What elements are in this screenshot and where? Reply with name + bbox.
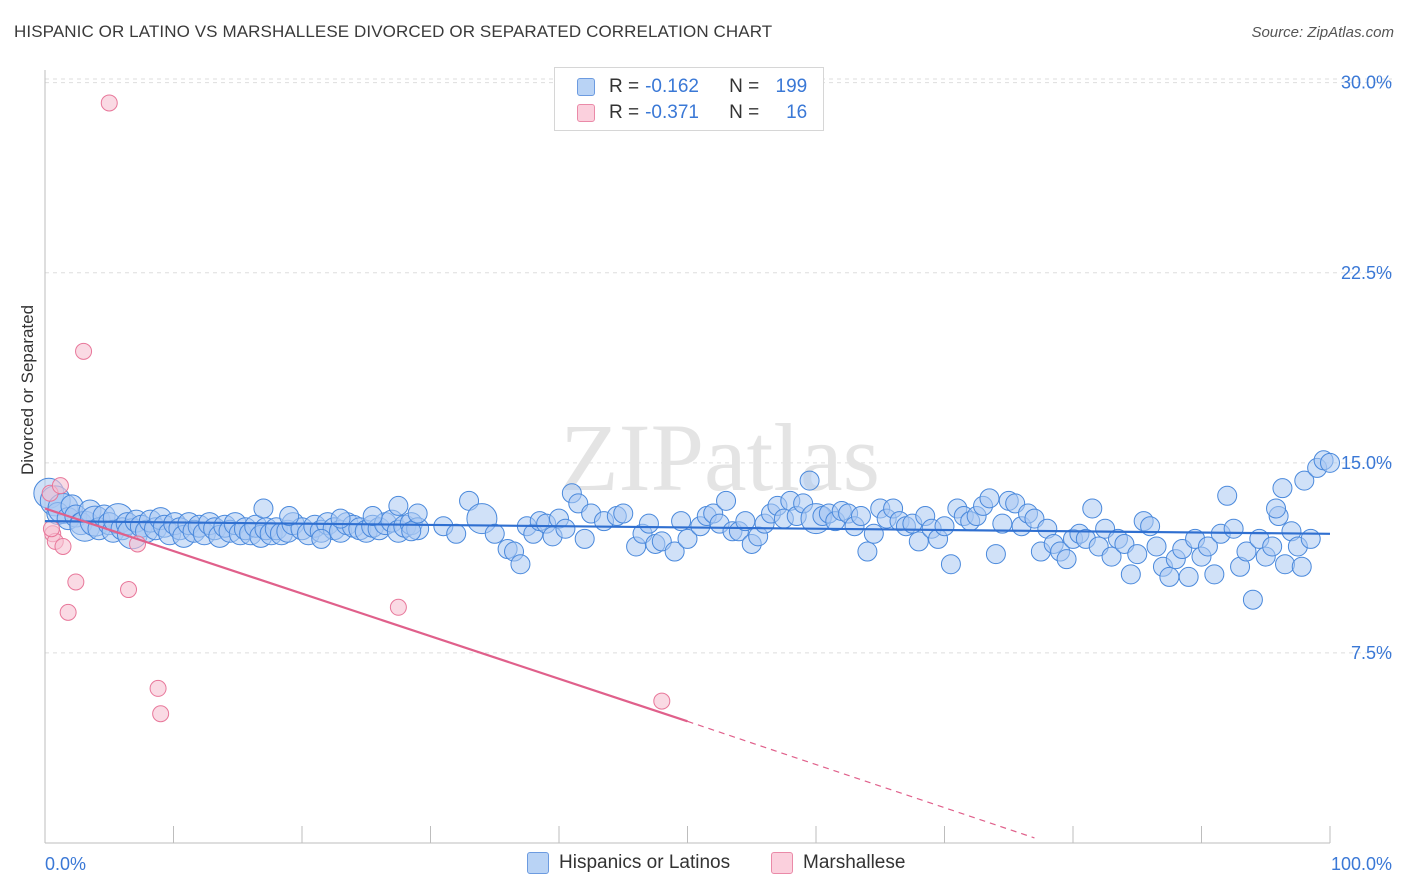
- scatter-point-hispanic: [863, 523, 884, 544]
- scatter-point-hispanic: [484, 523, 505, 544]
- scatter-point-hispanic: [638, 513, 659, 534]
- trend-line-marshallese: [44, 507, 688, 723]
- legend-r-value: -0.162: [645, 76, 699, 97]
- correlation-legend: R = -0.162 N = 199 R = -0.371 N = 16: [554, 67, 824, 131]
- scatter-point-hispanic: [1101, 546, 1122, 567]
- legend-r-label: R =: [609, 76, 640, 97]
- scatter-point-hispanic: [850, 506, 871, 527]
- scatter-point-marshallese: [42, 520, 60, 538]
- scatter-point-marshallese: [120, 581, 138, 599]
- y-tick-label: 7.5%: [1351, 643, 1392, 663]
- scatter-point-hispanic: [1294, 470, 1315, 491]
- scatter-point-hispanic: [1178, 566, 1199, 587]
- scatter-point-hispanic: [1204, 564, 1225, 585]
- legend-item-marshallese[interactable]: Marshallese: [771, 852, 905, 874]
- legend-n-label: N =: [729, 76, 760, 97]
- scatter-point-hispanic: [279, 506, 300, 527]
- y-tick-label: 22.5%: [1341, 263, 1392, 283]
- scatter-point-hispanic: [555, 518, 576, 539]
- scatter-point-hispanic: [253, 498, 274, 519]
- scatter-point-marshallese: [152, 705, 170, 723]
- legend-label-marshallese: Marshallese: [803, 852, 906, 873]
- scatter-point-hispanic: [985, 544, 1006, 565]
- scatter-point-hispanic: [671, 511, 692, 532]
- scatter-point-hispanic: [1266, 498, 1287, 519]
- scatter-point-hispanic: [362, 506, 383, 527]
- legend-r-value: -0.371: [645, 102, 699, 123]
- scatter-point-hispanic: [1236, 541, 1257, 562]
- scatter-point-hispanic: [979, 488, 1000, 509]
- scatter-point-hispanic: [1217, 485, 1238, 506]
- scatter-point-hispanic: [1262, 536, 1283, 557]
- scatter-point-hispanic: [407, 503, 428, 524]
- legend-item-hispanic[interactable]: Hispanics or Latinos: [527, 852, 730, 874]
- legend-swatch-pink: [771, 852, 793, 874]
- y-tick-label: 15.0%: [1341, 453, 1392, 473]
- scatter-point-hispanic: [330, 508, 351, 529]
- scatter-point-hispanic: [677, 528, 698, 549]
- scatter-point-marshallese: [653, 692, 671, 710]
- scatter-point-hispanic: [446, 523, 467, 544]
- scatter-point-hispanic: [1127, 544, 1148, 565]
- legend-n-value: 199: [775, 76, 808, 97]
- y-tick-label: 30.0%: [1341, 73, 1392, 93]
- scatter-point-hispanic: [613, 503, 634, 524]
- x-tick-label: 0.0%: [45, 854, 86, 874]
- source-label: Source: ZipAtlas.com: [1251, 24, 1394, 41]
- scatter-point-hispanic: [1300, 528, 1321, 549]
- legend-swatch-pink: [577, 104, 595, 122]
- scatter-point-hispanic: [934, 516, 955, 537]
- scatter-point-hispanic: [1223, 518, 1244, 539]
- legend-label-hispanic: Hispanics or Latinos: [559, 852, 731, 873]
- scatter-point-marshallese: [59, 603, 77, 621]
- scatter-point-marshallese: [51, 477, 69, 495]
- scatter-point-hispanic: [401, 521, 422, 542]
- trend-line-marshallese-extension: [687, 720, 1035, 839]
- scatter-point-hispanic: [1146, 536, 1167, 557]
- scatter-point-hispanic: [664, 541, 685, 562]
- scatter-point-hispanic: [992, 513, 1013, 534]
- scatter-point-hispanic: [311, 528, 332, 549]
- scatter-point-hispanic: [908, 531, 929, 552]
- y-axis-label: Divorced or Separated: [18, 304, 37, 475]
- scatter-point-marshallese: [149, 679, 167, 697]
- scatter-point-marshallese: [67, 573, 85, 591]
- legend-n-value: 16: [786, 102, 808, 123]
- scatter-point-hispanic: [799, 470, 820, 491]
- scatter-point-hispanic: [1159, 566, 1180, 587]
- scatter-point-hispanic: [1320, 452, 1340, 473]
- legend-r-label: R =: [609, 102, 640, 123]
- scatter-point-hispanic: [510, 554, 531, 575]
- series-legend: Hispanics or Latinos Marshallese: [0, 852, 1406, 878]
- legend-swatch-blue: [527, 852, 549, 874]
- x-tick-label: 100.0%: [1331, 854, 1392, 874]
- scatter-point-hispanic: [1272, 478, 1293, 499]
- scatter-point-marshallese: [75, 342, 93, 360]
- scatter-point-hispanic: [1275, 554, 1296, 575]
- scatter-point-hispanic: [1291, 556, 1312, 577]
- scatter-point-hispanic: [574, 528, 595, 549]
- scatter-point-hispanic: [857, 541, 878, 562]
- legend-n-label: N =: [729, 102, 760, 123]
- scatter-point-hispanic: [1082, 498, 1103, 519]
- scatter-point-hispanic: [388, 495, 409, 516]
- scatter-point-hispanic: [716, 490, 737, 511]
- scatter-point-hispanic: [1242, 589, 1263, 610]
- chart-title: HISPANIC OR LATINO VS MARSHALLESE DIVORC…: [14, 22, 773, 41]
- scatter-point-hispanic: [1056, 549, 1077, 570]
- scatter-point-marshallese: [100, 94, 118, 112]
- scatter-point-marshallese: [54, 537, 72, 555]
- legend-row-hispanic: R = -0.162 N = 199: [577, 75, 807, 99]
- scatter-point-hispanic: [735, 511, 756, 532]
- scatter-point-hispanic: [1197, 536, 1218, 557]
- scatter-point-hispanic: [940, 554, 961, 575]
- trend-line-hispanic: [44, 520, 1331, 535]
- scatter-point-marshallese: [389, 598, 407, 616]
- scatter-point-hispanic: [1120, 564, 1141, 585]
- legend-swatch-blue: [577, 78, 595, 96]
- legend-row-marshallese: R = -0.371 N = 16: [577, 101, 807, 125]
